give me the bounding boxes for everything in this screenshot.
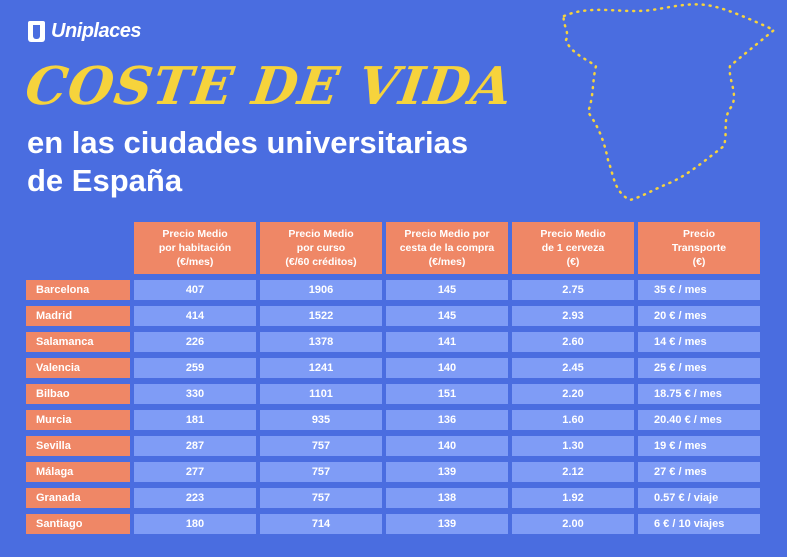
table-row: Málaga 277 757 139 2.12 27 € / mes [26,462,760,482]
cell-transport: 18.75 € / mes [638,384,760,404]
cell-course: 1378 [260,332,382,352]
cell-city: Santiago [26,514,130,534]
cell-basket: 139 [386,462,508,482]
cell-city: Murcia [26,410,130,430]
table-row: Salamanca 226 1378 141 2.60 14 € / mes [26,332,760,352]
cell-basket: 139 [386,514,508,534]
cell-beer: 2.20 [512,384,634,404]
cost-table: Precio Medio por habitación (€/mes) Precio… [22,216,764,540]
cell-transport: 20.40 € / mes [638,410,760,430]
cell-beer: 1.92 [512,488,634,508]
cell-transport: 14 € / mes [638,332,760,352]
cell-transport: 35 € / mes [638,280,760,300]
cell-city: Bilbao [26,384,130,404]
cell-beer: 2.12 [512,462,634,482]
cell-transport: 25 € / mes [638,358,760,378]
cell-city: Málaga [26,462,130,482]
header-basket: Precio Medio por cesta de la compra (€/mes… [386,222,508,274]
cell-beer: 2.45 [512,358,634,378]
cell-room: 226 [134,332,256,352]
cell-basket: 140 [386,358,508,378]
cell-basket: 151 [386,384,508,404]
cell-transport: 27 € / mes [638,462,760,482]
subtitle-line-1: en las ciudades universitarias [27,125,469,160]
cell-beer: 1.60 [512,410,634,430]
cell-basket: 138 [386,488,508,508]
cell-transport: 0.57 € / viaje [638,488,760,508]
table-row: Bilbao 330 1101 151 2.20 18.75 € / mes [26,384,760,404]
table-corner [26,222,130,274]
table-header-row: Precio Medio por habitación (€/mes) Precio… [26,222,760,274]
cell-course: 935 [260,410,382,430]
cell-transport: 20 € / mes [638,306,760,326]
table-row: Santiago 180 714 139 2.00 6 € / 10 viajes [26,514,760,534]
cell-course: 757 [260,488,382,508]
cell-room: 414 [134,306,256,326]
cell-room: 259 [134,358,256,378]
cell-transport: 6 € / 10 viajes [638,514,760,534]
header-room: Precio Medio por habitación (€/mes) [134,222,256,274]
cell-city: Salamanca [26,332,130,352]
header-transport: Precio Transporte (€) [638,222,760,274]
cell-beer: 1.30 [512,436,634,456]
table-row: Sevilla 287 757 140 1.30 19 € / mes [26,436,760,456]
cell-room: 181 [134,410,256,430]
cell-city: Madrid [26,306,130,326]
cell-room: 223 [134,488,256,508]
cell-course: 757 [260,462,382,482]
spain-map-outline [562,3,777,202]
cell-city: Barcelona [26,280,130,300]
cell-course: 1522 [260,306,382,326]
table-row: Barcelona 407 1906 145 2.75 35 € / mes [26,280,760,300]
table-row: Madrid 414 1522 145 2.93 20 € / mes [26,306,760,326]
cell-course: 1241 [260,358,382,378]
header-course: Precio Medio por curso (€/60 créditos) [260,222,382,274]
cell-basket: 145 [386,306,508,326]
cell-beer: 2.00 [512,514,634,534]
cell-beer: 2.75 [512,280,634,300]
cell-basket: 136 [386,410,508,430]
header-beer: Precio Medio de 1 cerveza (€) [512,222,634,274]
cell-basket: 145 [386,280,508,300]
cell-room: 180 [134,514,256,534]
cell-city: Sevilla [26,436,130,456]
cell-beer: 2.60 [512,332,634,352]
cell-room: 330 [134,384,256,404]
table-row: Murcia 181 935 136 1.60 20.40 € / mes [26,410,760,430]
cell-course: 1101 [260,384,382,404]
cell-basket: 140 [386,436,508,456]
cell-beer: 2.93 [512,306,634,326]
cell-course: 1906 [260,280,382,300]
table-row: Valencia 259 1241 140 2.45 25 € / mes [26,358,760,378]
cell-room: 407 [134,280,256,300]
cell-basket: 141 [386,332,508,352]
cell-room: 287 [134,436,256,456]
cell-city: Granada [26,488,130,508]
subtitle-line-2: de España [27,163,183,198]
subtitle: en las ciudades universitarias de España [27,124,468,200]
cell-transport: 19 € / mes [638,436,760,456]
cell-course: 714 [260,514,382,534]
brand-name: Uniplaces [51,20,141,42]
cell-room: 277 [134,462,256,482]
cell-course: 757 [260,436,382,456]
main-title: COSTE DE VIDA [21,56,517,117]
uniplaces-logo-icon [28,21,45,42]
table-row: Granada 223 757 138 1.92 0.57 € / viaje [26,488,760,508]
brand-logo: Uniplaces [28,20,141,43]
cell-city: Valencia [26,358,130,378]
